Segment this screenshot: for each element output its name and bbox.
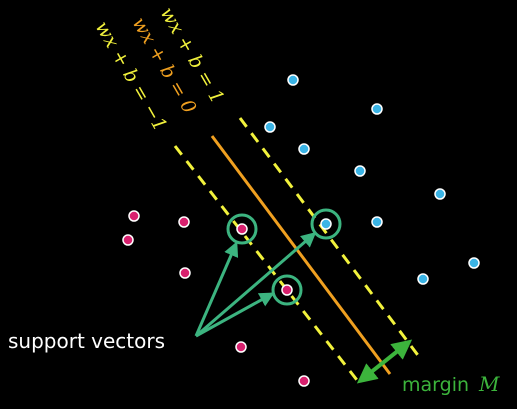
arrow-to-support-vector <box>195 292 275 338</box>
negative-points <box>122 210 310 387</box>
data-point <box>179 267 191 279</box>
arrow-to-support-vector <box>195 232 317 338</box>
data-point <box>468 257 480 269</box>
decision-boundary-line <box>210 135 392 375</box>
support-vector-arrows <box>194 232 317 338</box>
data-point <box>298 143 310 155</box>
margin-label: margin M <box>402 372 500 396</box>
data-point <box>298 375 310 387</box>
data-point <box>128 210 140 222</box>
support-vector-point <box>281 284 293 296</box>
margin-line-minus <box>173 145 362 385</box>
margin-label-text: margin <box>402 374 469 396</box>
data-point <box>264 121 276 133</box>
margin-line-plus <box>238 117 422 359</box>
data-point <box>178 216 190 228</box>
data-point <box>287 74 299 86</box>
support-vector-ring <box>271 274 303 306</box>
data-point <box>371 103 383 115</box>
support-vector-ring <box>310 208 342 240</box>
data-point <box>371 216 383 228</box>
margin-arrow <box>356 339 413 384</box>
positive-points <box>264 74 480 285</box>
data-point <box>235 341 247 353</box>
data-point <box>434 188 446 200</box>
data-point <box>354 165 366 177</box>
arrow-to-support-vector <box>194 241 239 337</box>
data-point <box>122 234 134 246</box>
support-vectors-label: support vectors <box>8 329 165 353</box>
support-vector-ring <box>226 213 258 245</box>
support-vector-point <box>236 223 248 235</box>
support-vector-point <box>320 218 332 230</box>
data-point <box>417 273 429 285</box>
margin-symbol: M <box>478 372 500 396</box>
